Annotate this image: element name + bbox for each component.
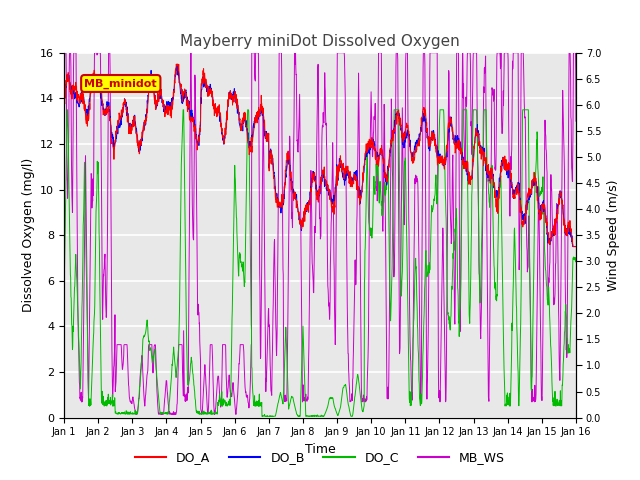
Legend: DO_A, DO_B, DO_C, MB_WS: DO_A, DO_B, DO_C, MB_WS [130,446,510,469]
Title: Mayberry miniDot Dissolved Oxygen: Mayberry miniDot Dissolved Oxygen [180,34,460,49]
Y-axis label: Wind Speed (m/s): Wind Speed (m/s) [607,180,620,291]
Y-axis label: Dissolved Oxygen (mg/l): Dissolved Oxygen (mg/l) [22,158,35,312]
Text: MB_minidot: MB_minidot [84,78,157,89]
X-axis label: Time: Time [305,443,335,456]
